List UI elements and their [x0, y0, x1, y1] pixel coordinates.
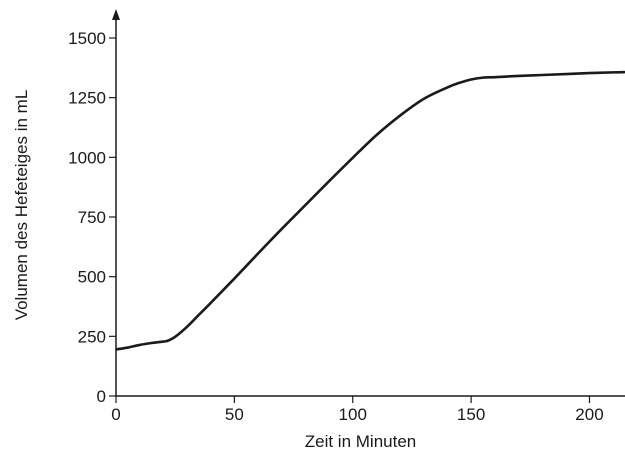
series-line	[115, 70, 625, 351]
x-tick-label: 150	[457, 405, 485, 424]
y-tick-label: 0	[97, 387, 106, 406]
y-tick-label: 1250	[68, 89, 106, 108]
y-axis-label: Volumen des Hefeteiges in mL	[12, 90, 31, 321]
x-tick-label: 0	[111, 405, 120, 424]
x-axis-label: Zeit in Minuten	[305, 432, 417, 451]
y-axis-ticks: 0 250 500 750 1000 1250 1500	[68, 29, 116, 406]
y-tick-label: 250	[78, 327, 106, 346]
y-tick-label: 750	[78, 208, 106, 227]
x-axis-ticks: 0 50 100 150 200	[111, 396, 604, 424]
series-group	[115, 70, 625, 351]
x-tick-label: 200	[575, 405, 603, 424]
x-tick-label: 50	[225, 405, 244, 424]
y-tick-label: 1000	[68, 148, 106, 167]
y-tick-label: 500	[78, 268, 106, 287]
x-tick-label: 100	[339, 405, 367, 424]
y-axis-arrowhead	[112, 9, 120, 20]
y-tick-label: 1500	[68, 29, 106, 48]
